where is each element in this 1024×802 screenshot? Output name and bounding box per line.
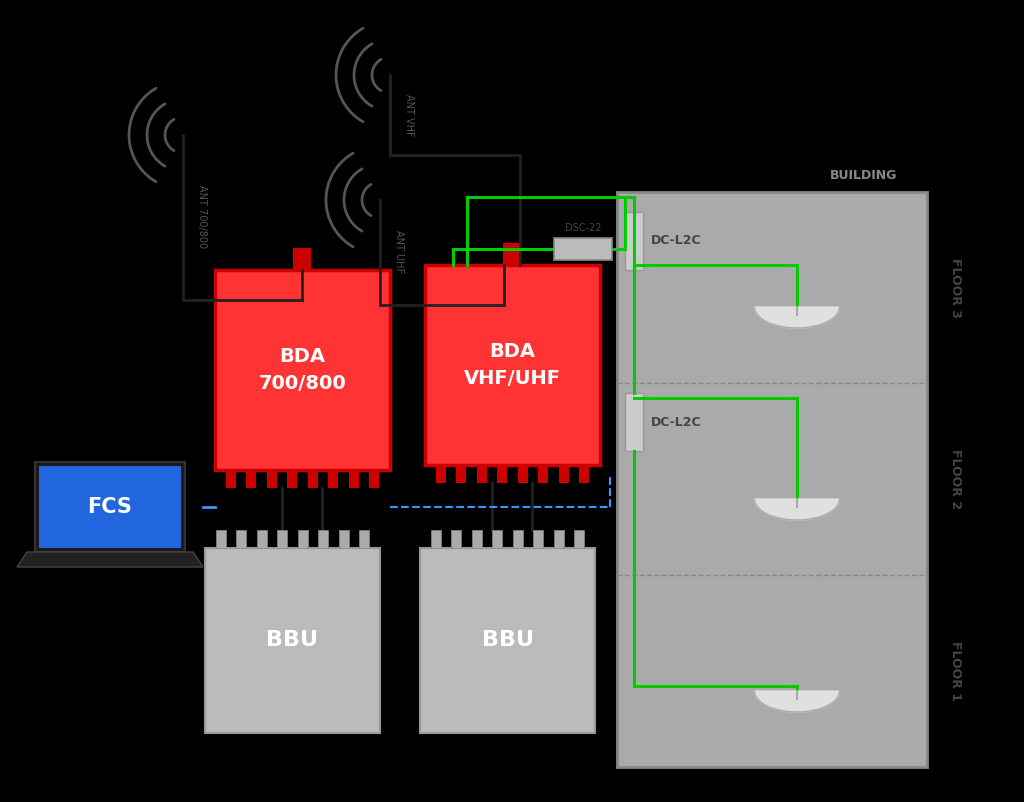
- FancyBboxPatch shape: [476, 465, 486, 483]
- Text: BBU: BBU: [266, 630, 318, 650]
- FancyBboxPatch shape: [574, 530, 585, 548]
- FancyBboxPatch shape: [308, 470, 317, 488]
- FancyBboxPatch shape: [617, 192, 927, 767]
- FancyBboxPatch shape: [456, 465, 466, 483]
- Polygon shape: [755, 307, 840, 328]
- FancyBboxPatch shape: [278, 530, 287, 548]
- FancyBboxPatch shape: [420, 548, 595, 733]
- FancyBboxPatch shape: [339, 530, 349, 548]
- FancyBboxPatch shape: [425, 265, 600, 465]
- FancyBboxPatch shape: [287, 470, 297, 488]
- FancyBboxPatch shape: [39, 466, 181, 548]
- FancyBboxPatch shape: [625, 212, 643, 270]
- Polygon shape: [755, 499, 840, 520]
- FancyBboxPatch shape: [246, 470, 256, 488]
- Text: ANT UHF: ANT UHF: [394, 230, 404, 273]
- FancyBboxPatch shape: [554, 238, 612, 260]
- Polygon shape: [755, 691, 840, 712]
- FancyBboxPatch shape: [554, 530, 564, 548]
- Text: DC-L2C: DC-L2C: [651, 234, 701, 248]
- FancyBboxPatch shape: [329, 470, 338, 488]
- FancyBboxPatch shape: [435, 465, 445, 483]
- FancyBboxPatch shape: [298, 530, 308, 548]
- FancyBboxPatch shape: [472, 530, 481, 548]
- FancyBboxPatch shape: [452, 530, 461, 548]
- FancyBboxPatch shape: [518, 465, 527, 483]
- FancyBboxPatch shape: [257, 530, 266, 548]
- FancyBboxPatch shape: [430, 530, 440, 548]
- Text: DC-L2C: DC-L2C: [651, 415, 701, 428]
- FancyBboxPatch shape: [216, 530, 225, 548]
- FancyBboxPatch shape: [349, 470, 358, 488]
- FancyBboxPatch shape: [625, 393, 643, 451]
- FancyBboxPatch shape: [580, 465, 590, 483]
- FancyBboxPatch shape: [539, 465, 548, 483]
- FancyBboxPatch shape: [493, 530, 502, 548]
- FancyBboxPatch shape: [498, 465, 507, 483]
- FancyBboxPatch shape: [215, 270, 390, 470]
- Text: BBU: BBU: [481, 630, 534, 650]
- Text: FLOOR 1: FLOOR 1: [948, 641, 962, 701]
- FancyBboxPatch shape: [559, 465, 569, 483]
- FancyBboxPatch shape: [237, 530, 246, 548]
- FancyBboxPatch shape: [225, 470, 236, 488]
- FancyBboxPatch shape: [318, 530, 329, 548]
- FancyBboxPatch shape: [359, 530, 370, 548]
- Text: BDA
VHF/UHF: BDA VHF/UHF: [464, 342, 561, 387]
- Text: ANT 700/800: ANT 700/800: [197, 185, 207, 249]
- Text: ANT VHF: ANT VHF: [404, 94, 414, 136]
- Text: FLOOR 2: FLOOR 2: [948, 449, 962, 509]
- Text: FCS: FCS: [88, 497, 132, 517]
- Text: FLOOR 3: FLOOR 3: [948, 257, 962, 318]
- FancyBboxPatch shape: [266, 470, 276, 488]
- Text: DSC-22: DSC-22: [565, 223, 601, 233]
- Text: BUILDING: BUILDING: [829, 169, 897, 182]
- FancyBboxPatch shape: [513, 530, 523, 548]
- Text: BDA
700/800: BDA 700/800: [259, 347, 346, 393]
- FancyBboxPatch shape: [370, 470, 380, 488]
- Polygon shape: [17, 552, 203, 567]
- FancyBboxPatch shape: [293, 248, 311, 272]
- FancyBboxPatch shape: [503, 243, 521, 267]
- FancyBboxPatch shape: [205, 548, 380, 733]
- FancyBboxPatch shape: [534, 530, 544, 548]
- FancyBboxPatch shape: [35, 462, 185, 552]
